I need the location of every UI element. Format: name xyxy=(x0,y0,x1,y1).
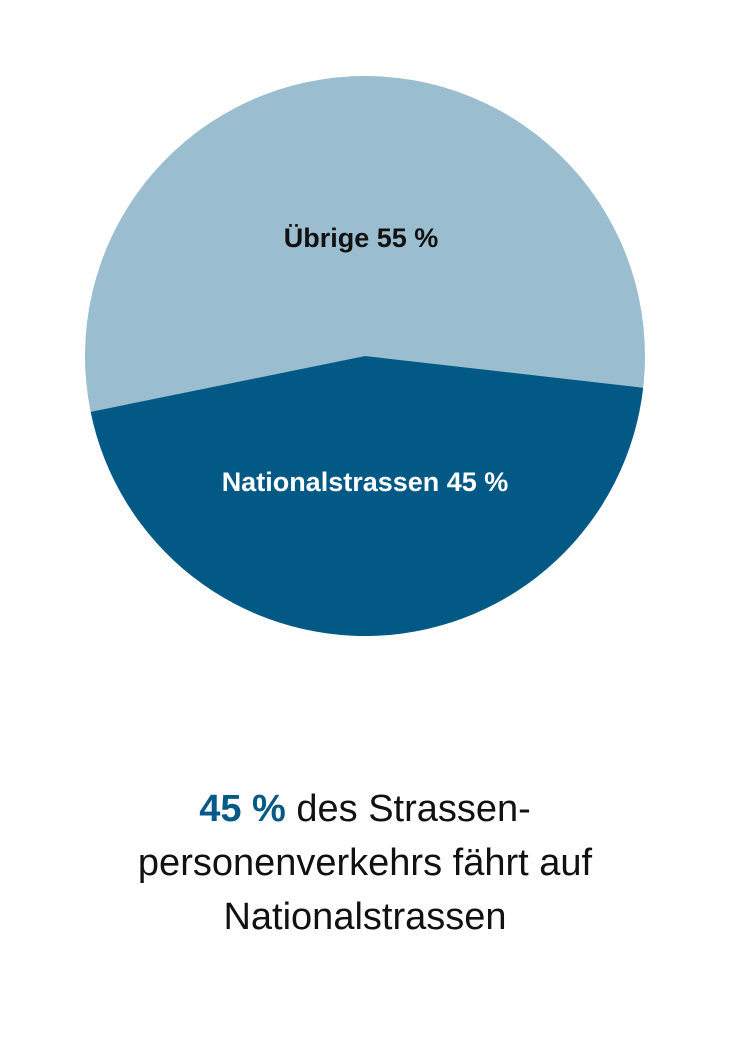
slice-label: Nationalstrassen 45 % xyxy=(222,467,509,497)
slice-label: Übrige 55 % xyxy=(284,223,439,253)
caption-line3: Nationalstrassen xyxy=(223,896,507,938)
pie-slice-brige xyxy=(85,76,645,412)
pie-slice-nationalstrassen xyxy=(90,356,644,636)
pie-chart: Übrige 55 % Nationalstrassen 45 % xyxy=(85,76,645,636)
caption-line1: des Strassen- xyxy=(285,788,531,830)
caption: 45 % des Strassen- personenverkehrs fähr… xyxy=(0,782,730,944)
caption-line2: personenverkehrs fährt auf xyxy=(137,842,593,884)
caption-highlight: 45 % xyxy=(199,788,286,830)
